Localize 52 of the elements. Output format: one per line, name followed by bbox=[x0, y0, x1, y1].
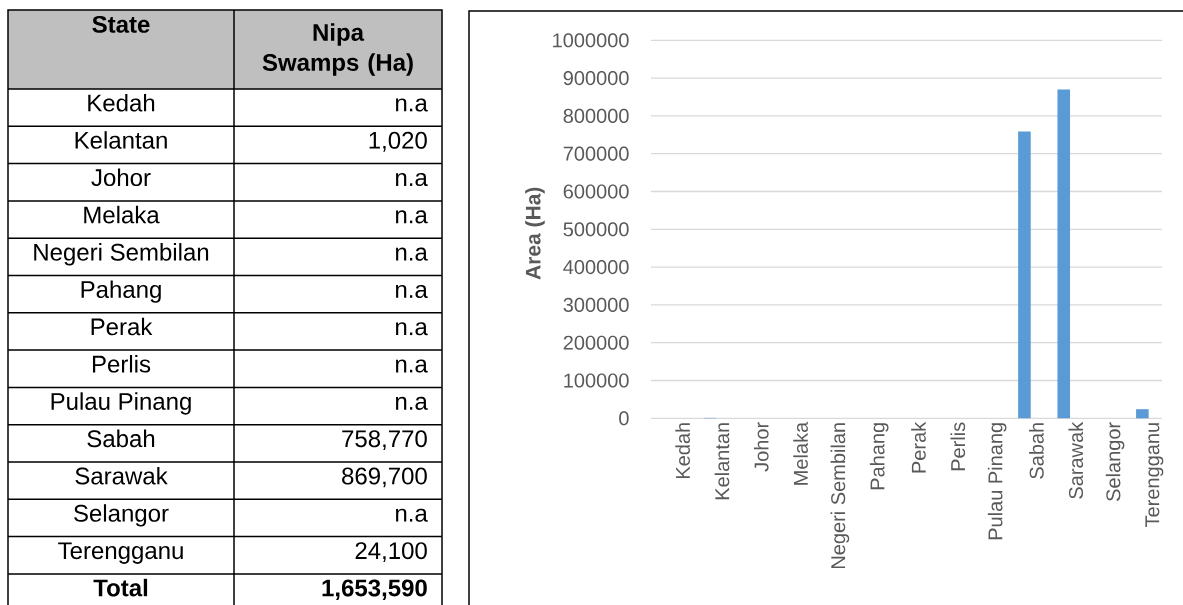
x-tick-label: Sabah bbox=[1029, 423, 1044, 479]
x-tick-label: Pahang bbox=[869, 423, 889, 490]
x-tick-label: Kelantan bbox=[714, 423, 730, 500]
y-tick-label: 800000 bbox=[563, 108, 629, 123]
x-tick-label: Negeri Sembilan bbox=[830, 423, 850, 569]
x-tick-label: Perlis bbox=[950, 422, 966, 471]
y-tick-label: 300000 bbox=[563, 297, 629, 312]
text: State bbox=[92, 15, 150, 33]
text: n.a bbox=[396, 172, 428, 187]
text: 1,020 bbox=[369, 131, 427, 152]
x-tick-label: Perak bbox=[911, 421, 926, 473]
text: Total bbox=[93, 578, 148, 597]
y-tick-label: 700000 bbox=[563, 146, 629, 161]
y-tick-label: 0 bbox=[619, 411, 629, 426]
text: 869,700 bbox=[342, 467, 427, 488]
text: 758,770 bbox=[342, 430, 427, 451]
y-tick-label: 400000 bbox=[563, 260, 629, 275]
y-tick-label: 1000000 bbox=[553, 33, 629, 48]
x-tick-label: Melaka bbox=[793, 421, 808, 485]
y-tick-label: 900000 bbox=[563, 71, 629, 86]
y-tick-label: 100000 bbox=[564, 373, 629, 388]
category-label: Perlis bbox=[92, 355, 151, 373]
x-tick-label: Kedah bbox=[675, 423, 690, 479]
x-tick-label: Johor bbox=[753, 422, 769, 472]
y-tick-label: 600000 bbox=[563, 184, 629, 199]
x-tick-label: Terengganu bbox=[1145, 423, 1164, 528]
x-tick-label: Selangor bbox=[1105, 422, 1125, 501]
category-label: Pahang bbox=[81, 280, 161, 303]
text: n.a bbox=[396, 98, 428, 112]
text: 24,100 bbox=[355, 542, 427, 562]
text: n.a bbox=[396, 210, 428, 224]
text: n.a bbox=[396, 322, 428, 336]
category-label: Perak bbox=[91, 317, 153, 336]
text: n.a bbox=[396, 508, 428, 522]
category-label: Pulau Pinang bbox=[51, 392, 191, 415]
x-tick-label: Pulau Pinang bbox=[987, 423, 1007, 540]
y-tick-label: 200000 bbox=[563, 335, 629, 350]
category-label: Kelantan bbox=[75, 131, 167, 149]
y-tick-label: 500000 bbox=[563, 222, 629, 237]
category-label: Negeri Sembilan bbox=[34, 243, 209, 266]
text: n.a bbox=[396, 284, 428, 299]
text: 1,653,590 bbox=[322, 579, 427, 600]
y-axis-title: Area (Ha) bbox=[525, 187, 545, 280]
category-label: Johor bbox=[91, 168, 151, 187]
text: n.a bbox=[396, 396, 428, 410]
category-label: Melaka bbox=[84, 205, 160, 224]
category-label: Kedah bbox=[88, 93, 155, 112]
category-label: Terengganu bbox=[58, 542, 183, 564]
text: n.a bbox=[396, 359, 428, 373]
text: Nipa Swamps (Ha) bbox=[262, 23, 413, 76]
text: n.a bbox=[396, 247, 428, 261]
x-tick-label: Sarawak bbox=[1068, 421, 1084, 499]
